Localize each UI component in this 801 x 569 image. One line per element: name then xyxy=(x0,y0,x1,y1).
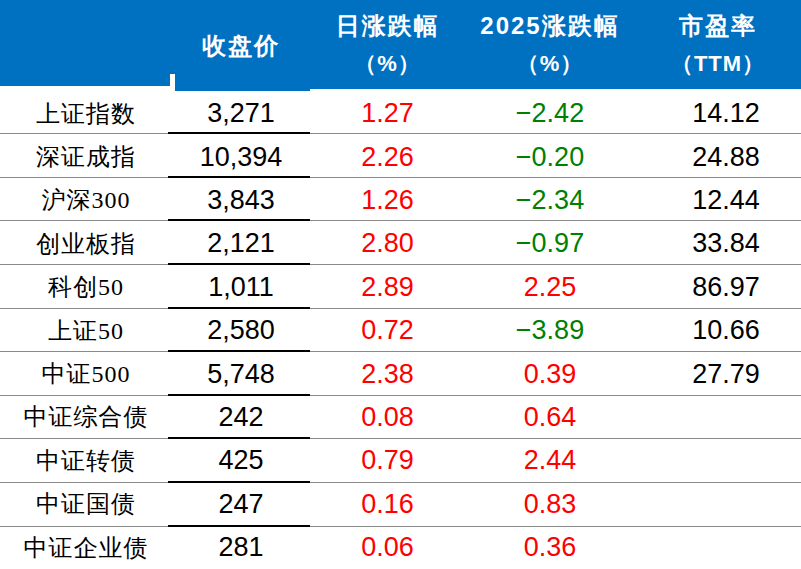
index-name-cell: 中证企业债 xyxy=(0,532,172,564)
index-name-cell: 创业板指 xyxy=(0,228,172,260)
daily-change-cell: 0.72 xyxy=(310,315,465,346)
close-price-cell: 10,394 xyxy=(172,142,310,173)
close-price-cell: 2,121 xyxy=(172,228,310,259)
close-price-cell: 1,011 xyxy=(172,272,310,303)
daily-change-cell: 2.26 xyxy=(310,142,465,173)
row-divider-line xyxy=(0,482,801,483)
table-row: 中证500 5,748 2.38 0.39 27.79 xyxy=(0,352,801,395)
pe-ratio-cell: 10.66 xyxy=(635,315,801,346)
ytd-change-cell: −3.89 xyxy=(465,315,635,346)
header-divider-notch xyxy=(170,74,175,92)
index-name-cell: 科创50 xyxy=(0,271,172,303)
close-price-cell: 281 xyxy=(172,532,310,563)
table-row: 中证转债 425 0.79 2.44 xyxy=(0,439,801,482)
row-divider-line xyxy=(0,220,801,221)
close-column-border xyxy=(168,219,310,222)
row-divider-line xyxy=(0,438,801,439)
ytd-change-cell: 0.39 xyxy=(465,359,635,390)
table-row: 上证指数 3,271 1.27 −2.42 14.12 xyxy=(0,92,801,135)
pe-ratio-cell: 33.84 xyxy=(635,228,801,259)
pe-ratio-cell: 27.79 xyxy=(635,359,801,390)
pe-ratio-cell: 24.88 xyxy=(635,142,801,173)
close-price-cell: 3,843 xyxy=(172,185,310,216)
pe-ratio-cell: 86.97 xyxy=(635,272,801,303)
index-name-cell: 沪深300 xyxy=(0,184,172,216)
header-ytd-change-label: 2025涨跌幅 xyxy=(480,7,619,45)
header-pe-ratio-label: 市盈率 xyxy=(679,7,757,45)
close-price-cell: 5,748 xyxy=(172,359,310,390)
ytd-change-cell: −0.97 xyxy=(465,228,635,259)
header-pe-ratio: 市盈率 （TTM） xyxy=(635,0,801,92)
ytd-change-cell: 0.64 xyxy=(465,402,635,433)
header-close-price-label: 收盘价 xyxy=(202,27,280,65)
row-divider-line xyxy=(0,177,801,178)
table-row: 上证50 2,580 0.72 −3.89 10.66 xyxy=(0,309,801,352)
table-row: 科创50 1,011 2.89 2.25 86.97 xyxy=(0,266,801,309)
daily-change-cell: 0.16 xyxy=(310,489,465,520)
table-row: 创业板指 2,121 2.80 −0.97 33.84 xyxy=(0,222,801,265)
table-row: 中证综合债 242 0.08 0.64 xyxy=(0,396,801,439)
close-column-border xyxy=(168,525,310,528)
header-close-price: 收盘价 xyxy=(172,0,310,92)
ytd-change-cell: −2.42 xyxy=(465,98,635,129)
ytd-change-cell: −2.34 xyxy=(465,185,635,216)
row-divider-line xyxy=(0,526,801,527)
daily-change-cell: 0.06 xyxy=(310,532,465,563)
table-body: 上证指数 3,271 1.27 −2.42 14.12 深证成指 10,394 … xyxy=(0,92,801,569)
index-name-cell: 深证成指 xyxy=(0,141,172,173)
header-daily-change-unit: （%） xyxy=(354,45,421,83)
daily-change-cell: 1.27 xyxy=(310,98,465,129)
header-ytd-change-unit: （%） xyxy=(517,45,584,83)
close-price-cell: 425 xyxy=(172,445,310,476)
header-daily-change: 日涨跌幅 （%） xyxy=(310,0,465,92)
close-price-cell: 3,271 xyxy=(172,98,310,129)
close-price-cell: 247 xyxy=(172,489,310,520)
close-column-border xyxy=(168,176,310,179)
close-column-border xyxy=(168,263,310,266)
header-ytd-change: 2025涨跌幅 （%） xyxy=(465,0,635,92)
close-price-cell: 242 xyxy=(172,402,310,433)
table-row: 中证企业债 281 0.06 0.36 xyxy=(0,526,801,569)
daily-change-cell: 0.08 xyxy=(310,402,465,433)
index-name-cell: 中证综合债 xyxy=(0,401,172,433)
close-price-cell: 2,580 xyxy=(172,315,310,346)
close-column-border xyxy=(168,132,310,135)
header-daily-change-label: 日涨跌幅 xyxy=(336,7,440,45)
pe-ratio-cell: 12.44 xyxy=(635,185,801,216)
index-name-cell: 中证转债 xyxy=(0,445,172,477)
index-name-cell: 上证指数 xyxy=(0,98,172,130)
ytd-change-cell: 2.44 xyxy=(465,445,635,476)
close-column-border xyxy=(168,481,310,484)
row-divider-line xyxy=(0,264,801,265)
ytd-change-cell: 0.83 xyxy=(465,489,635,520)
daily-change-cell: 2.80 xyxy=(310,228,465,259)
table-header: 收盘价 日涨跌幅 （%） 2025涨跌幅 （%） 市盈率 （TTM） xyxy=(0,0,801,92)
index-name-cell: 上证50 xyxy=(0,315,172,347)
daily-change-cell: 2.38 xyxy=(310,359,465,390)
ytd-change-cell: 2.25 xyxy=(465,272,635,303)
close-column-border xyxy=(168,437,310,440)
header-pe-ratio-unit: （TTM） xyxy=(671,45,765,83)
daily-change-cell: 2.89 xyxy=(310,272,465,303)
close-column-border xyxy=(168,307,310,310)
daily-change-cell: 0.79 xyxy=(310,445,465,476)
close-column-border xyxy=(168,394,310,397)
market-indices-table: 收盘价 日涨跌幅 （%） 2025涨跌幅 （%） 市盈率 （TTM） 上证指数 … xyxy=(0,0,801,569)
row-divider-line xyxy=(0,133,801,134)
table-row: 中证国债 247 0.16 0.83 xyxy=(0,483,801,526)
daily-change-cell: 1.26 xyxy=(310,185,465,216)
row-divider-line xyxy=(0,351,801,352)
header-corner-cell xyxy=(0,0,172,92)
index-name-cell: 中证国债 xyxy=(0,488,172,520)
index-name-cell: 中证500 xyxy=(0,358,172,390)
table-row: 深证成指 10,394 2.26 −0.20 24.88 xyxy=(0,135,801,178)
row-divider-line xyxy=(0,395,801,396)
row-divider-line xyxy=(0,308,801,309)
ytd-change-cell: 0.36 xyxy=(465,532,635,563)
ytd-change-cell: −0.20 xyxy=(465,142,635,173)
table-row: 沪深300 3,843 1.26 −2.34 12.44 xyxy=(0,179,801,222)
pe-ratio-cell: 14.12 xyxy=(635,98,801,129)
close-column-border xyxy=(168,350,310,353)
